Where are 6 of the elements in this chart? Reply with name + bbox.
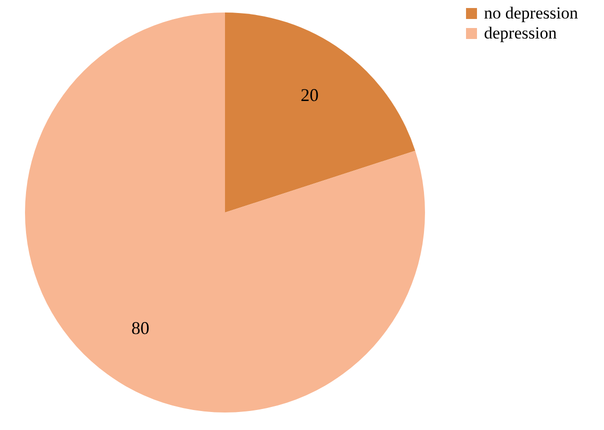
data-label: 80	[131, 318, 150, 338]
legend-label: no depression	[484, 4, 578, 22]
legend-label: depression	[484, 24, 558, 42]
pie-slice	[225, 12, 416, 212]
data-label: 20	[300, 85, 319, 105]
pie-slice	[25, 12, 425, 412]
